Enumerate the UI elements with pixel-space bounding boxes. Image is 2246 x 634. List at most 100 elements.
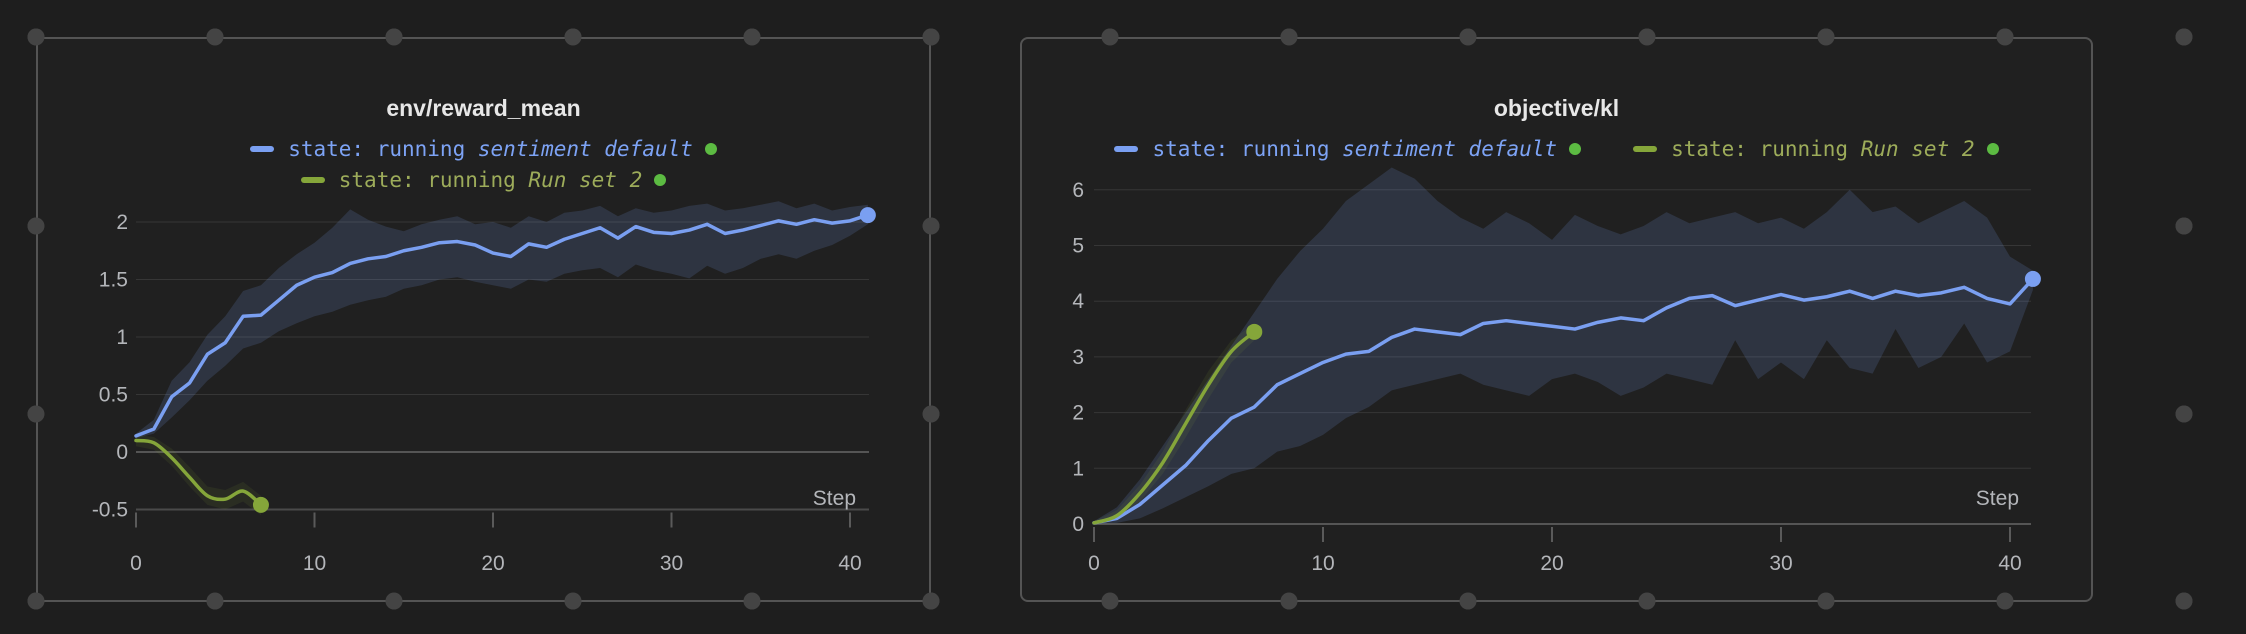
grid-handle-dot <box>564 28 582 46</box>
chart-legend: state: running sentiment default state: r… <box>38 133 929 195</box>
y-tick-label: 1.5 <box>99 269 128 292</box>
y-tick-label: 5 <box>1072 235 1084 258</box>
x-axis-label: Step <box>1976 487 2019 510</box>
grid-handle-dot <box>1638 592 1656 610</box>
series-end-dot <box>2024 270 2041 287</box>
y-tick-label: 2 <box>1072 402 1084 425</box>
grid-handle-dot <box>922 405 940 423</box>
legend-dash-icon <box>250 145 275 152</box>
grid-handle-dot <box>2175 405 2193 423</box>
legend-state-label: state: running <box>1152 136 1343 161</box>
x-tick-label: 30 <box>1769 552 1792 575</box>
grid-handle-dot <box>27 405 45 423</box>
grid-handle-dot <box>1101 28 1119 46</box>
grid-handle-dot <box>1280 592 1298 610</box>
chart-title: env/reward_mean <box>386 95 581 121</box>
chart-legend: state: running sentiment default state: r… <box>1022 133 2091 164</box>
x-tick-label: 30 <box>660 552 683 575</box>
legend-dash-icon <box>300 176 325 183</box>
grid-handle-dot <box>1817 592 1835 610</box>
grid-handle-dot <box>743 28 761 46</box>
x-tick-label: 40 <box>1998 552 2021 575</box>
legend-dash-icon <box>1114 145 1139 152</box>
grid-handle-dot <box>206 28 224 46</box>
y-tick-label: 1 <box>116 326 128 349</box>
chart-title: objective/kl <box>1493 95 1620 121</box>
grid-handle-dot <box>922 28 940 46</box>
panel-objective-kl[interactable]: 0 10 20 30 40 6 5 4 3 2 1 0 Step objective/kl state:… <box>1020 37 2093 602</box>
legend-entry: state: running Run set 2 <box>300 167 667 192</box>
grid-handle-dot <box>206 592 224 610</box>
grid-handle-dot <box>2175 592 2193 610</box>
y-tick-label: 0 <box>1072 513 1084 536</box>
x-tick-label: 20 <box>1540 552 1563 575</box>
run-status-dot-icon <box>1986 142 1999 155</box>
series-line <box>1092 330 1257 525</box>
legend-dash-icon <box>1633 145 1658 152</box>
x-tick-label: 40 <box>838 552 861 575</box>
grid-handle-dot <box>1459 28 1477 46</box>
series-end-dot <box>859 207 876 224</box>
grid-handle-dot <box>922 217 940 235</box>
grid-handle-dot <box>385 592 403 610</box>
legend-entry: state: running sentiment default <box>1114 136 1582 161</box>
grid-handle-dot <box>1996 28 2014 46</box>
run-status-dot-icon <box>704 142 717 155</box>
x-tick-label: 10 <box>303 552 326 575</box>
legend-row: state: running sentiment default <box>38 133 929 164</box>
legend-state-label: state: running <box>1671 136 1861 161</box>
run-status-dot-icon <box>654 173 667 186</box>
series-line <box>134 213 870 438</box>
series-line <box>134 438 263 507</box>
grid-handle-dot <box>1996 592 2014 610</box>
run-status-dot-icon <box>1569 142 1582 155</box>
grid-handle-dot <box>27 28 45 46</box>
y-tick-label: 4 <box>1072 290 1084 313</box>
y-tick-label: 1 <box>1072 457 1084 480</box>
y-tick-label: 0 <box>116 441 128 464</box>
x-tick-label: 20 <box>481 552 504 575</box>
grid-handle-dot <box>27 592 45 610</box>
reward-mean-chart: 0 10 20 30 40 2 1.5 1 0.5 0 -0.5 Step <box>92 201 876 575</box>
grid-handle-dot <box>1817 28 1835 46</box>
series-end-dot <box>252 496 269 513</box>
grid-handle-dot <box>1101 592 1119 610</box>
x-tick-label: 0 <box>1088 552 1100 575</box>
x-axis-label: Step <box>813 487 856 510</box>
panel-env-reward-mean[interactable]: 0 10 20 30 40 2 1.5 1 0.5 0 -0.5 Step env/reward_me… <box>36 37 931 602</box>
legend-row: state: running Run set 2 <box>38 164 929 195</box>
legend-run-name: Run set 2 <box>1860 136 1975 161</box>
grid-handle-dot <box>564 592 582 610</box>
uncertainty-band <box>1094 167 2033 524</box>
legend-run-name: sentiment default <box>1342 136 1558 161</box>
y-tick-label: -0.5 <box>92 499 128 522</box>
y-tick-label: 6 <box>1072 179 1084 202</box>
grid-handle-dot <box>1638 28 1656 46</box>
legend-run-name: Run set 2 <box>528 167 643 192</box>
y-tick-label: 3 <box>1072 346 1084 369</box>
grid-handle-dot <box>743 592 761 610</box>
series-line <box>1092 277 2035 525</box>
y-tick-label: 2 <box>116 211 128 234</box>
x-tick-label: 10 <box>1311 552 1334 575</box>
legend-run-name: sentiment default <box>477 136 693 161</box>
x-tick-label: 0 <box>130 552 142 575</box>
series-end-dot <box>1246 323 1263 340</box>
y-tick-label: 0.5 <box>99 384 128 407</box>
grid-handle-dot <box>922 592 940 610</box>
grid-handle-dot <box>1459 592 1477 610</box>
grid-handle-dot <box>2175 217 2193 235</box>
uncertainty-band <box>136 434 261 516</box>
grid-handle-dot <box>385 28 403 46</box>
legend-state-label: state: running <box>288 136 478 161</box>
grid-handle-dot <box>27 217 45 235</box>
grid-handle-dot <box>1280 28 1298 46</box>
legend-state-label: state: running <box>338 167 529 192</box>
grid-handle-dot <box>2175 28 2193 46</box>
legend-entry: state: running sentiment default <box>250 137 717 161</box>
uncertainty-band <box>136 201 868 439</box>
legend-row: state: running sentiment default state: r… <box>1022 133 2091 164</box>
legend-entry: state: running Run set 2 <box>1633 136 1999 161</box>
